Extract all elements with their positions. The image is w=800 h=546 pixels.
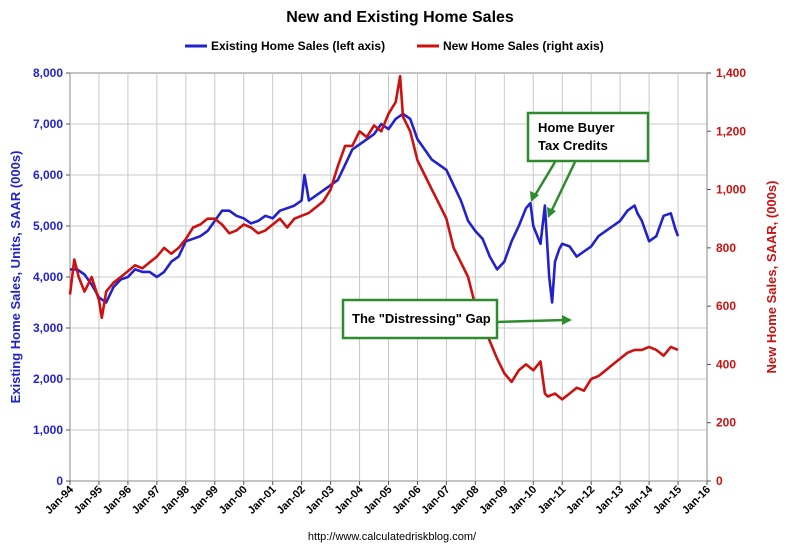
- x-tick-label: Jan-98: [159, 484, 192, 517]
- left-tick-label: 7,000: [33, 117, 63, 131]
- right-tick-label: 1,000: [716, 183, 746, 197]
- left-axis: 0 1,000 2,000 3,000 4,000 5,000 6,000 7,000 8,00…: [33, 66, 70, 488]
- x-tick-label: Jan-10: [506, 484, 539, 517]
- annotation-tax-credits-box: [526, 111, 650, 163]
- annotation-tax-credits-line2: Tax Credits: [538, 138, 608, 153]
- left-tick-label: 0: [56, 474, 63, 488]
- right-tick-label: 1,400: [716, 66, 746, 80]
- annotation-arrowhead-1: [530, 191, 539, 202]
- x-tick-label: Jan-02: [275, 484, 308, 517]
- x-tick-label: Jan-00: [217, 484, 250, 517]
- x-tick-label: Jan-05: [361, 484, 394, 517]
- right-tick-label: 1,200: [716, 124, 746, 138]
- source-url: http://www.calculatedriskblog.com/: [308, 531, 477, 543]
- x-tick-label: Jan-07: [419, 484, 452, 517]
- x-tick-label: Jan-94: [43, 483, 77, 517]
- left-tick-label: 3,000: [33, 321, 63, 335]
- x-tick-label: Jan-12: [564, 484, 597, 517]
- right-tick-label: 200: [716, 416, 736, 430]
- x-tick-label: Jan-04: [333, 483, 367, 517]
- x-tick-label: Jan-14: [622, 483, 656, 517]
- x-tick-label: Jan-95: [72, 484, 105, 517]
- legend: Existing Home Sales (left axis) New Home…: [185, 39, 604, 53]
- existing-home-sales-line: [70, 112, 680, 304]
- x-tick-label: Jan-16: [680, 484, 713, 517]
- annotation-tax-credits-line1: Home Buyer: [538, 120, 615, 135]
- left-tick-label: 8,000: [33, 66, 63, 80]
- x-axis: Jan-94Jan-95Jan-96Jan-97Jan-98Jan-99Jan-…: [43, 481, 713, 517]
- right-tick-label: 0: [716, 474, 723, 488]
- annotation-arrow-1: [532, 161, 557, 198]
- annotation-tax-credits: Home Buyer Tax Credits: [526, 111, 650, 218]
- right-tick-label: 400: [716, 357, 736, 371]
- x-tick-label: Jan-15: [651, 484, 684, 517]
- annotation-arrowhead-2: [547, 207, 556, 218]
- right-axis: 0 200 400 600 800 1,000 1,200 1,400: [707, 66, 746, 488]
- chart-title: New and Existing Home Sales: [286, 9, 514, 26]
- annotation-gap-arrowhead: [562, 315, 572, 325]
- x-tick-label: Jan-99: [188, 484, 221, 517]
- y-axis-left-label: Existing Home Sales, Units, SAAR (000s): [8, 151, 23, 404]
- x-tick-label: Jan-11: [536, 484, 569, 517]
- legend-label-existing: Existing Home Sales (left axis): [211, 39, 385, 53]
- x-tick-label: Jan-13: [593, 484, 626, 517]
- x-tick-label: Jan-01: [246, 484, 279, 517]
- annotation-gap-box: [341, 298, 499, 340]
- x-tick-label: Jan-09: [477, 484, 510, 517]
- annotation-distressing-gap: The "Distressing" Gap: [341, 298, 572, 340]
- annotation-gap-arrow: [496, 318, 566, 324]
- new-home-sales-line: [68, 74, 679, 401]
- y-axis-right-label: New Home Sales, SAAR, (000s): [764, 181, 779, 374]
- x-tick-label: Jan-03: [304, 484, 337, 517]
- x-tick-label: Jan-06: [390, 484, 423, 517]
- left-tick-label: 2,000: [33, 372, 63, 386]
- right-tick-label: 600: [716, 299, 736, 313]
- left-tick-label: 5,000: [33, 219, 63, 233]
- right-tick-label: 800: [716, 241, 736, 255]
- legend-label-new: New Home Sales (right axis): [443, 39, 604, 53]
- left-tick-label: 4,000: [33, 270, 63, 284]
- series-lines: [68, 74, 680, 401]
- annotation-arrow-2: [549, 161, 577, 213]
- x-tick-label: Jan-08: [448, 484, 481, 517]
- annotation-gap-text: The "Distressing" Gap: [352, 311, 491, 326]
- x-tick-label: Jan-97: [130, 484, 163, 517]
- left-tick-label: 1,000: [33, 423, 63, 437]
- left-tick-label: 6,000: [33, 168, 63, 182]
- x-tick-label: Jan-96: [101, 484, 134, 517]
